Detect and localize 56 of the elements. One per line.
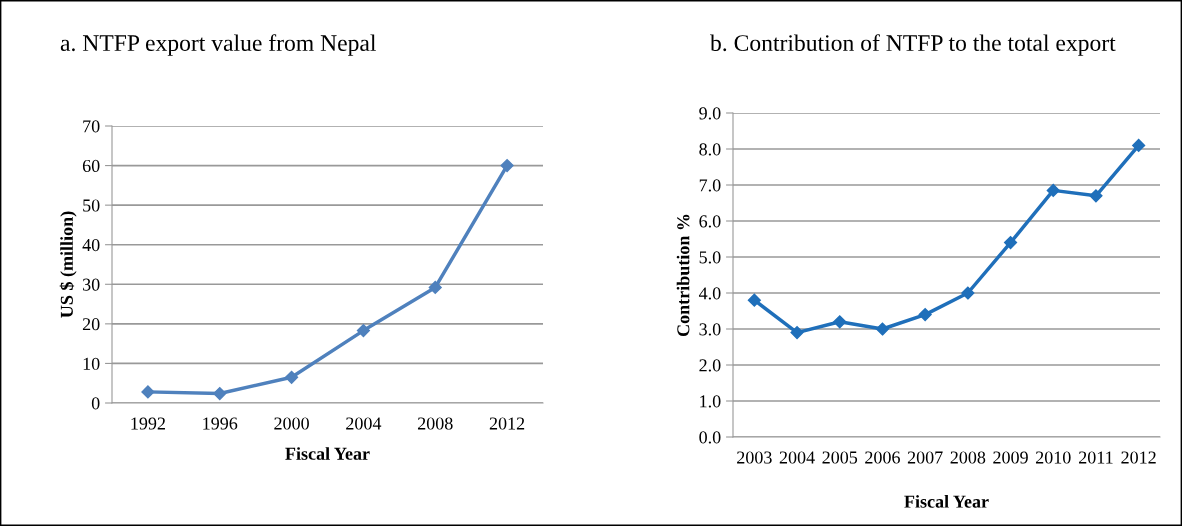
y-tick-label: 10 — [83, 357, 100, 370]
x-tick-label: 2003 — [737, 451, 772, 464]
y-tick-label: 6.0 — [699, 215, 721, 228]
x-tick-label: 2012 — [1121, 451, 1156, 464]
x-tick-label: 2010 — [1035, 451, 1071, 464]
chart-title: a. NTFP export value from Nepal — [60, 34, 376, 56]
point — [500, 158, 514, 173]
y-tick-label: 5.0 — [699, 251, 721, 264]
y-axis-title: US $ (million) — [59, 211, 77, 318]
y-tick-label: 3.0 — [699, 323, 721, 336]
x-tick-label: 1992 — [131, 417, 165, 430]
point — [1046, 183, 1060, 197]
y-tick-label: 8.0 — [699, 143, 721, 156]
x-tick-label: 2008 — [417, 417, 453, 430]
x-tick-label: 2011 — [1079, 451, 1113, 464]
y-tick-label: 60 — [82, 159, 100, 173]
y-tick-label: 9.0 — [699, 107, 721, 120]
x-tick-label: 2012 — [489, 417, 525, 430]
point — [141, 385, 155, 399]
point — [213, 386, 227, 401]
x-tick-label: 2009 — [993, 451, 1028, 464]
y-tick-label: 0 — [91, 397, 100, 410]
x-tick-label: 2004 — [346, 417, 382, 430]
point — [284, 370, 299, 384]
y-tick-label: 1.0 — [700, 395, 721, 408]
x-tick-label: 2005 — [822, 451, 858, 464]
y-tick-label: 4.0 — [698, 287, 721, 300]
x-tick-label: 2000 — [274, 417, 309, 430]
point — [428, 280, 442, 295]
chart-title: b. Contribution of NTFP to the total export — [710, 34, 1116, 56]
x-tick-label: 2007 — [907, 451, 943, 464]
point — [356, 323, 371, 338]
point — [790, 326, 804, 340]
x-tick-label: 2006 — [865, 451, 900, 464]
y-tick-label: 7.0 — [699, 179, 721, 192]
point — [833, 315, 847, 329]
y-tick-label: 30 — [83, 278, 100, 291]
point — [961, 286, 975, 300]
y-tick-label: 50 — [83, 199, 100, 212]
x-tick-label: 2008 — [950, 451, 986, 464]
x-tick-label: 1996 — [203, 417, 238, 430]
point — [1132, 138, 1146, 152]
y-axis-title: Contribution % — [676, 214, 690, 337]
y-tick-label: 0.0 — [699, 431, 721, 444]
y-tick-label: 40 — [82, 238, 100, 252]
y-tick-label: 70 — [83, 120, 100, 133]
point — [875, 322, 890, 336]
y-tick-label: 20 — [82, 318, 100, 331]
point — [1089, 189, 1103, 203]
point — [747, 293, 761, 307]
x-axis-title: Fiscal Year — [285, 447, 370, 460]
point — [918, 308, 932, 322]
x-axis-title: Fiscal Year — [904, 495, 989, 508]
y-tick-label: 2.0 — [699, 359, 721, 372]
point — [1003, 236, 1018, 250]
x-tick-label: 2004 — [779, 451, 815, 464]
